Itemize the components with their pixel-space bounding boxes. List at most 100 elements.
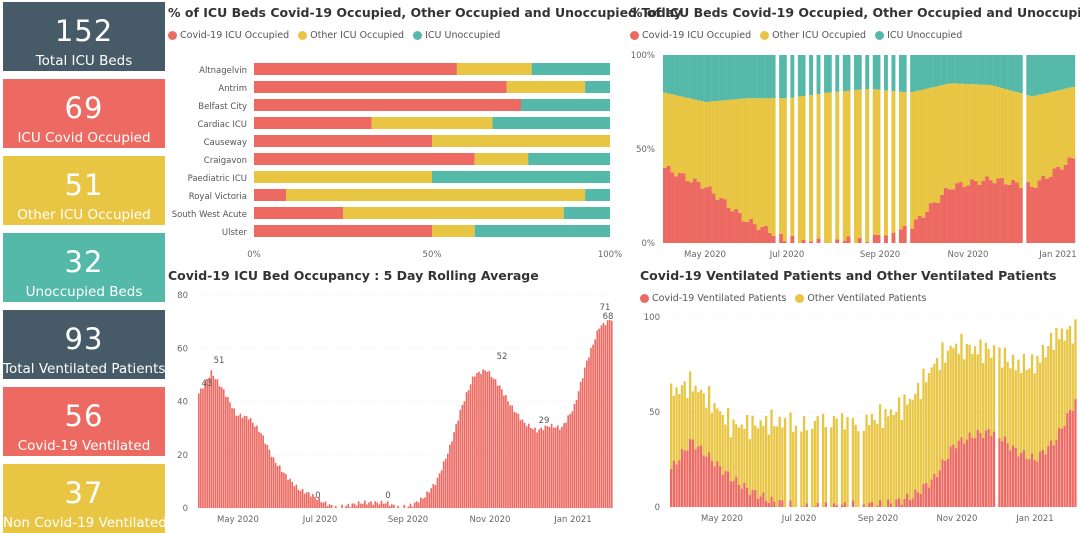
rolling-bar[interactable]	[237, 416, 239, 508]
rolling-bar[interactable]	[349, 507, 351, 508]
vent-bar-other[interactable]	[817, 416, 819, 503]
vent-bar-covid[interactable]	[694, 449, 696, 507]
vent-bar-other[interactable]	[806, 430, 808, 503]
rolling-bar[interactable]	[412, 507, 414, 508]
rolling-bar[interactable]	[397, 506, 399, 508]
rolling-bar[interactable]	[472, 376, 474, 508]
rolling-bar[interactable]	[250, 418, 252, 508]
vent-bar-covid[interactable]	[754, 490, 756, 507]
rolling-bar[interactable]	[526, 426, 528, 508]
vent-bar-covid[interactable]	[941, 459, 943, 507]
rolling-bar[interactable]	[362, 504, 364, 508]
rolling-bar[interactable]	[244, 416, 246, 508]
rolling-bar[interactable]	[391, 504, 393, 508]
rolling-bar[interactable]	[578, 391, 580, 508]
vent-bar-other[interactable]	[1069, 326, 1071, 410]
rolling-bar[interactable]	[258, 432, 260, 508]
rolling-bar[interactable]	[403, 505, 405, 508]
rolling-bar[interactable]	[545, 426, 547, 508]
vent-bar-covid[interactable]	[684, 450, 686, 507]
rolling-bar[interactable]	[200, 388, 202, 508]
bar-segment[interactable]	[521, 99, 610, 111]
vent-bar-covid[interactable]	[909, 500, 911, 507]
vent-bar-other[interactable]	[974, 346, 976, 438]
vent-bar-other[interactable]	[941, 342, 943, 459]
rolling-bar[interactable]	[565, 423, 567, 508]
vent-bar-other[interactable]	[727, 408, 729, 471]
vent-bar-covid[interactable]	[1044, 454, 1046, 507]
vent-bar-other[interactable]	[694, 386, 696, 449]
vent-bar-other[interactable]	[724, 425, 726, 472]
vent-bar-covid[interactable]	[713, 466, 715, 507]
rolling-bar[interactable]	[202, 389, 204, 508]
rolling-bar[interactable]	[215, 379, 217, 508]
vent-bar-other[interactable]	[977, 354, 979, 430]
rolling-bar[interactable]	[542, 430, 544, 508]
vent-bar-covid[interactable]	[768, 503, 770, 507]
vent-bar-covid[interactable]	[960, 437, 962, 507]
vent-bar-other[interactable]	[1061, 329, 1063, 429]
vent-bar-other[interactable]	[746, 415, 748, 488]
vent-bar-other[interactable]	[811, 429, 813, 507]
rolling-bar[interactable]	[364, 501, 366, 508]
vent-bar-other[interactable]	[735, 424, 737, 476]
bar-segment[interactable]	[564, 207, 610, 219]
rolling-bar[interactable]	[447, 454, 449, 508]
vent-bar-other[interactable]	[760, 420, 762, 496]
vent-bar-other[interactable]	[925, 382, 927, 483]
rolling-bar[interactable]	[430, 488, 432, 508]
vent-bar-covid[interactable]	[743, 483, 745, 507]
bar-segment[interactable]	[286, 189, 585, 201]
vent-bar-covid[interactable]	[770, 497, 772, 507]
rolling-bar[interactable]	[233, 408, 235, 508]
rolling-bar[interactable]	[522, 419, 524, 508]
vent-bar-other[interactable]	[700, 390, 702, 446]
rolling-bar[interactable]	[408, 506, 410, 508]
rolling-bar[interactable]	[287, 480, 289, 508]
rolling-bar[interactable]	[557, 425, 559, 508]
vent-bar-other[interactable]	[909, 399, 911, 500]
bar-segment[interactable]	[432, 225, 475, 237]
vent-bar-other[interactable]	[871, 414, 873, 502]
vent-bar-covid[interactable]	[1034, 460, 1036, 507]
vent-bar-other[interactable]	[990, 358, 992, 436]
rolling-bar[interactable]	[229, 402, 231, 508]
rolling-bar[interactable]	[208, 378, 210, 508]
rolling-bar[interactable]	[316, 500, 318, 508]
vent-bar-other[interactable]	[1063, 341, 1065, 426]
vent-bar-covid[interactable]	[852, 500, 854, 507]
rolling-bar[interactable]	[223, 389, 225, 508]
vent-bar-covid[interactable]	[678, 460, 680, 507]
rolling-bar[interactable]	[489, 371, 491, 508]
rolling-bar[interactable]	[590, 348, 592, 508]
rolling-bar[interactable]	[248, 419, 250, 508]
bar-segment[interactable]	[475, 225, 610, 237]
rolling-bar[interactable]	[379, 504, 381, 508]
rolling-bar[interactable]	[513, 412, 515, 508]
vent-bar-covid[interactable]	[716, 461, 718, 507]
rolling-bar[interactable]	[532, 429, 534, 508]
legend-item[interactable]: Other ICU Occupied	[760, 30, 866, 41]
vent-bar-covid[interactable]	[1058, 428, 1060, 507]
rolling-bar[interactable]	[298, 490, 300, 508]
vent-bar-covid[interactable]	[906, 494, 908, 507]
rolling-bar[interactable]	[275, 463, 277, 508]
legend-item[interactable]: Other ICU Occupied	[298, 30, 404, 41]
rolling-bar[interactable]	[462, 405, 464, 508]
rolling-bar[interactable]	[588, 357, 590, 508]
legend-item[interactable]: Covid-19 ICU Occupied	[630, 30, 751, 41]
vent-bar-covid[interactable]	[735, 477, 737, 507]
vent-bar-other[interactable]	[1034, 373, 1036, 460]
rolling-bar[interactable]	[495, 379, 497, 508]
vent-bar-covid[interactable]	[692, 440, 694, 507]
vent-bar-other[interactable]	[781, 428, 783, 501]
vent-bar-other[interactable]	[841, 413, 843, 504]
bar-segment[interactable]	[254, 135, 432, 147]
rolling-bar[interactable]	[383, 504, 385, 508]
vent-bar-other[interactable]	[914, 394, 916, 490]
vent-bar-other[interactable]	[887, 416, 889, 499]
